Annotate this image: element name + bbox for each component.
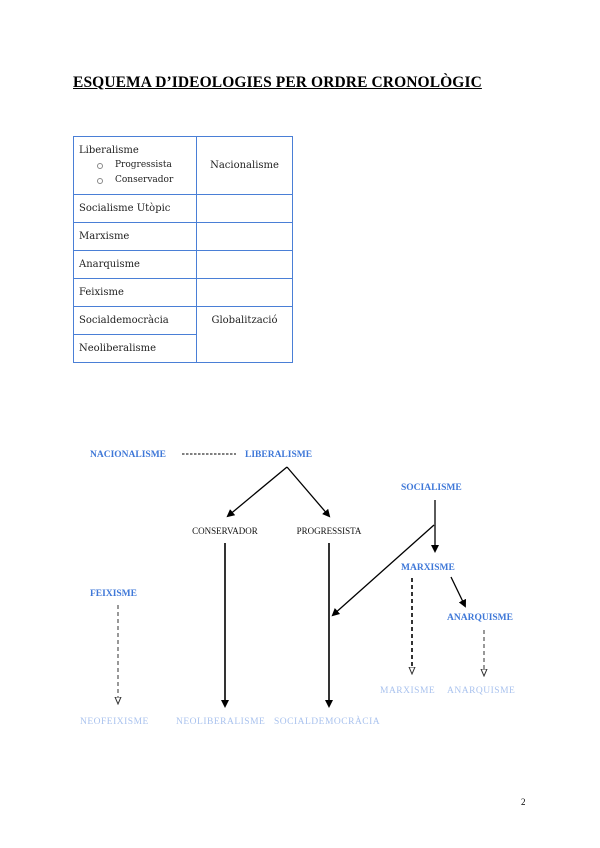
arrow xyxy=(226,466,288,518)
label-anarquisme: ANARQUISME xyxy=(447,613,513,623)
label-socialdemocracia: SOCIALDEMOCRÀCIA xyxy=(274,715,380,727)
arrow xyxy=(331,524,435,617)
label-conservador: CONSERVADOR xyxy=(192,526,258,536)
list-item: Conservador xyxy=(97,173,191,188)
label-marxisme: MARXISME xyxy=(401,563,455,573)
table-row: Socialdemocràcia Globalització xyxy=(73,306,293,363)
table-row: Liberalisme Progressista Conservador Nac… xyxy=(73,136,293,195)
table-row: Socialisme Utòpic xyxy=(73,194,293,223)
circle-bullet-icon xyxy=(97,177,103,184)
label-socialisme: SOCIALISME xyxy=(401,483,462,493)
list-item-text: Conservador xyxy=(115,175,174,185)
table-cell xyxy=(196,194,293,223)
table-cell: Feixisme xyxy=(73,278,197,307)
table-cell: Socialisme Utòpic xyxy=(73,194,197,223)
table-cell: Marxisme xyxy=(73,222,197,251)
table-row: Neoliberalisme xyxy=(73,334,293,363)
label-neoliberalisme: NEOLIBERALISME xyxy=(176,717,265,727)
table-cell: Nacionalisme xyxy=(196,136,293,195)
table-cell: Globalització xyxy=(196,306,293,363)
cell-text: Liberalisme xyxy=(79,145,139,156)
ideologies-table: Liberalisme Progressista Conservador Nac… xyxy=(73,136,293,363)
list-item: Progressista xyxy=(97,158,191,173)
label-nacionalisme: NACIONALISME xyxy=(90,450,166,460)
list-item-text: Progressista xyxy=(115,160,172,170)
label-liberalisme: LIBERALISME xyxy=(245,450,312,460)
arrow xyxy=(450,576,466,608)
table-cell: Socialdemocràcia xyxy=(73,306,197,335)
page-number: 2 xyxy=(521,797,526,807)
table-cell: Liberalisme Progressista Conservador xyxy=(73,136,197,195)
page-title: ESQUEMA D’IDEOLOGIES PER ORDRE CRONOLÒGI… xyxy=(73,74,482,91)
label-marxisme-neo: MARXISME xyxy=(380,686,435,696)
circle-bullet-icon xyxy=(97,162,103,169)
table-cell: Neoliberalisme xyxy=(73,334,197,363)
table-cell: Anarquisme xyxy=(73,250,197,279)
label-progressista: PROGRESSISTA xyxy=(297,526,362,536)
label-neofeixisme: NEOFEIXISME xyxy=(80,717,149,727)
arrow xyxy=(286,466,331,518)
label-anarquisme-neo: ANARQUISME xyxy=(447,686,515,696)
label-feixisme: FEIXISME xyxy=(90,589,137,599)
